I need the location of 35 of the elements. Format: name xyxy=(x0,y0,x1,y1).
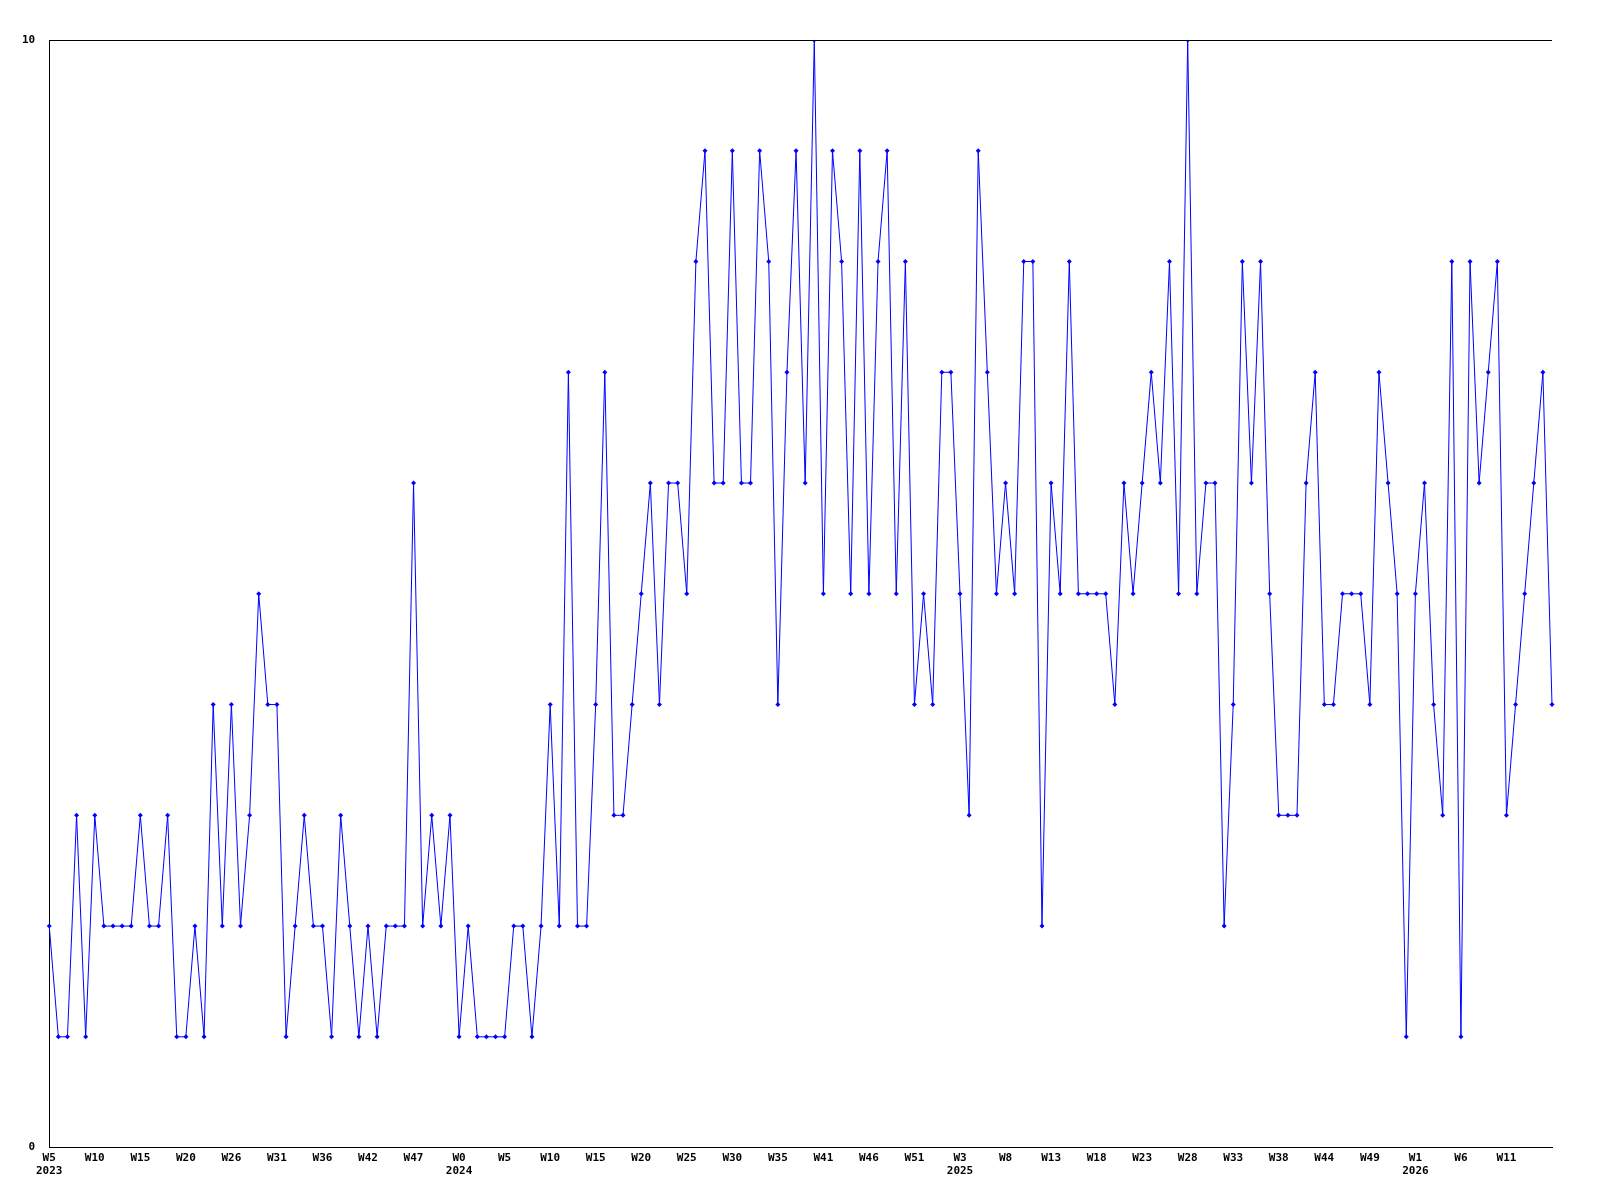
x-tick-label: W31 xyxy=(267,1151,288,1165)
x-tick-label: W18 xyxy=(1086,1151,1107,1165)
y-tick-label: 10 xyxy=(22,32,36,46)
x-tick-label: W26 xyxy=(221,1151,242,1165)
x-tick-label: W20 xyxy=(631,1151,652,1165)
x-tick-label: W5 xyxy=(498,1151,512,1165)
x-tick-label: W15 xyxy=(585,1151,606,1165)
x-tick-label: W15 xyxy=(130,1151,151,1165)
x-tick-label: W1 2026 xyxy=(1402,1151,1429,1178)
x-tick-label: W38 xyxy=(1268,1151,1289,1165)
x-tick-label: W6 xyxy=(1454,1151,1468,1165)
x-tick-label: W33 xyxy=(1223,1151,1244,1165)
x-tick-label: W44 xyxy=(1314,1151,1335,1165)
x-tick-label: W47 xyxy=(403,1151,424,1165)
x-tick-label: W8 xyxy=(998,1151,1013,1165)
x-tick-label: W30 xyxy=(722,1151,743,1165)
x-tick-label: W3 2025 xyxy=(946,1151,974,1178)
x-tick-label: W5 2023 xyxy=(36,1151,63,1178)
y-tick-label: 0 xyxy=(28,1140,36,1154)
x-tick-label: W25 xyxy=(676,1151,697,1165)
x-tick-label: W35 xyxy=(767,1151,788,1165)
x-tick-label: W46 xyxy=(858,1151,880,1165)
x-tick-label: W11 xyxy=(1496,1151,1517,1165)
x-tick-label: W0 2024 xyxy=(445,1151,473,1178)
x-tick-label: W10 xyxy=(84,1151,105,1165)
x-tick-label: W49 xyxy=(1359,1151,1380,1165)
x-tick-label: W36 xyxy=(312,1151,333,1165)
x-tick-label: W23 xyxy=(1132,1151,1153,1165)
x-tick-label: W13 xyxy=(1041,1151,1062,1165)
x-tick-label: W42 xyxy=(358,1151,378,1165)
x-tick-label: W28 xyxy=(1177,1151,1198,1165)
x-tick-label: W20 xyxy=(175,1151,196,1165)
x-tick-label: W10 xyxy=(540,1151,561,1165)
x-tick-label: W41 xyxy=(813,1151,834,1165)
x-tick-label: W51 xyxy=(904,1151,925,1165)
